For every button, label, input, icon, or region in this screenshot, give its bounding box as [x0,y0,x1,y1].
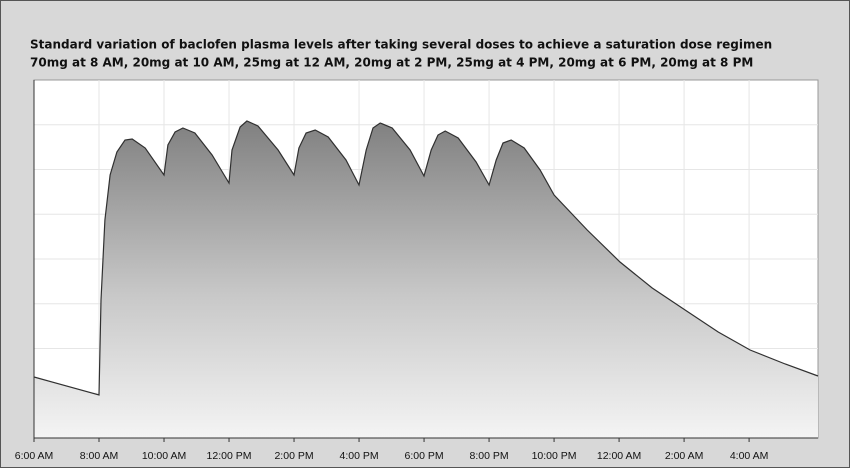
area-line [33,120,819,396]
x-tick-label: 12:00 PM [207,450,252,462]
x-tick-label: 10:00 AM [142,450,186,462]
x-tick-label: 2:00 PM [274,450,313,462]
x-tick-label: 8:00 AM [80,450,119,462]
area-fill [34,121,818,438]
x-tick-label: 6:00 AM [15,450,54,462]
x-tick-label: 12:00 AM [597,450,641,462]
x-tick-label: 8:00 PM [470,450,509,462]
x-tick-label: 10:00 PM [532,450,577,462]
x-tick-label: 2:00 AM [665,450,704,462]
chart-title: Standard variation of baclofen plasma le… [30,38,772,52]
x-tick-label: 4:00 AM [730,450,769,462]
x-tick-label: 6:00 PM [404,450,443,462]
x-tick-label: 4:00 PM [339,450,378,462]
chart-subtitle: 70mg at 8 AM, 20mg at 10 AM, 25mg at 12 … [30,56,753,70]
